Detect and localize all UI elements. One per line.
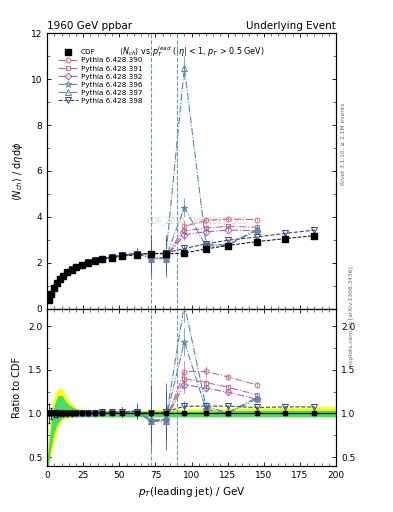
Text: $\langle N_{ch}\rangle$ vs $p_T^{lead}$ ($|\eta|$ < 1, $p_T$ > 0.5 GeV): $\langle N_{ch}\rangle$ vs $p_T^{lead}$ … <box>119 45 264 59</box>
Text: mcplots.cern.ch [arXiv:1306.3436]: mcplots.cern.ch [arXiv:1306.3436] <box>349 267 354 368</box>
Text: Rivet 3.1.10, ≥ 2.1M events: Rivet 3.1.10, ≥ 2.1M events <box>341 102 346 184</box>
Y-axis label: $\langle N_{ch}\rangle$ / d$\eta$d$\phi$: $\langle N_{ch}\rangle$ / d$\eta$d$\phi$ <box>11 141 25 201</box>
X-axis label: $p_T$(leading jet) / GeV: $p_T$(leading jet) / GeV <box>138 485 246 499</box>
Text: CDF_2010_S8591881_QCD: CDF_2010_S8591881_QCD <box>147 216 248 225</box>
Text: 1960 GeV ppbar: 1960 GeV ppbar <box>47 21 132 31</box>
Legend: CDF, Pythia 6.428 390, Pythia 6.428 391, Pythia 6.428 392, Pythia 6.428 396, Pyt: CDF, Pythia 6.428 390, Pythia 6.428 391,… <box>57 48 144 105</box>
Text: Underlying Event: Underlying Event <box>246 21 336 31</box>
Y-axis label: Ratio to CDF: Ratio to CDF <box>12 357 22 418</box>
